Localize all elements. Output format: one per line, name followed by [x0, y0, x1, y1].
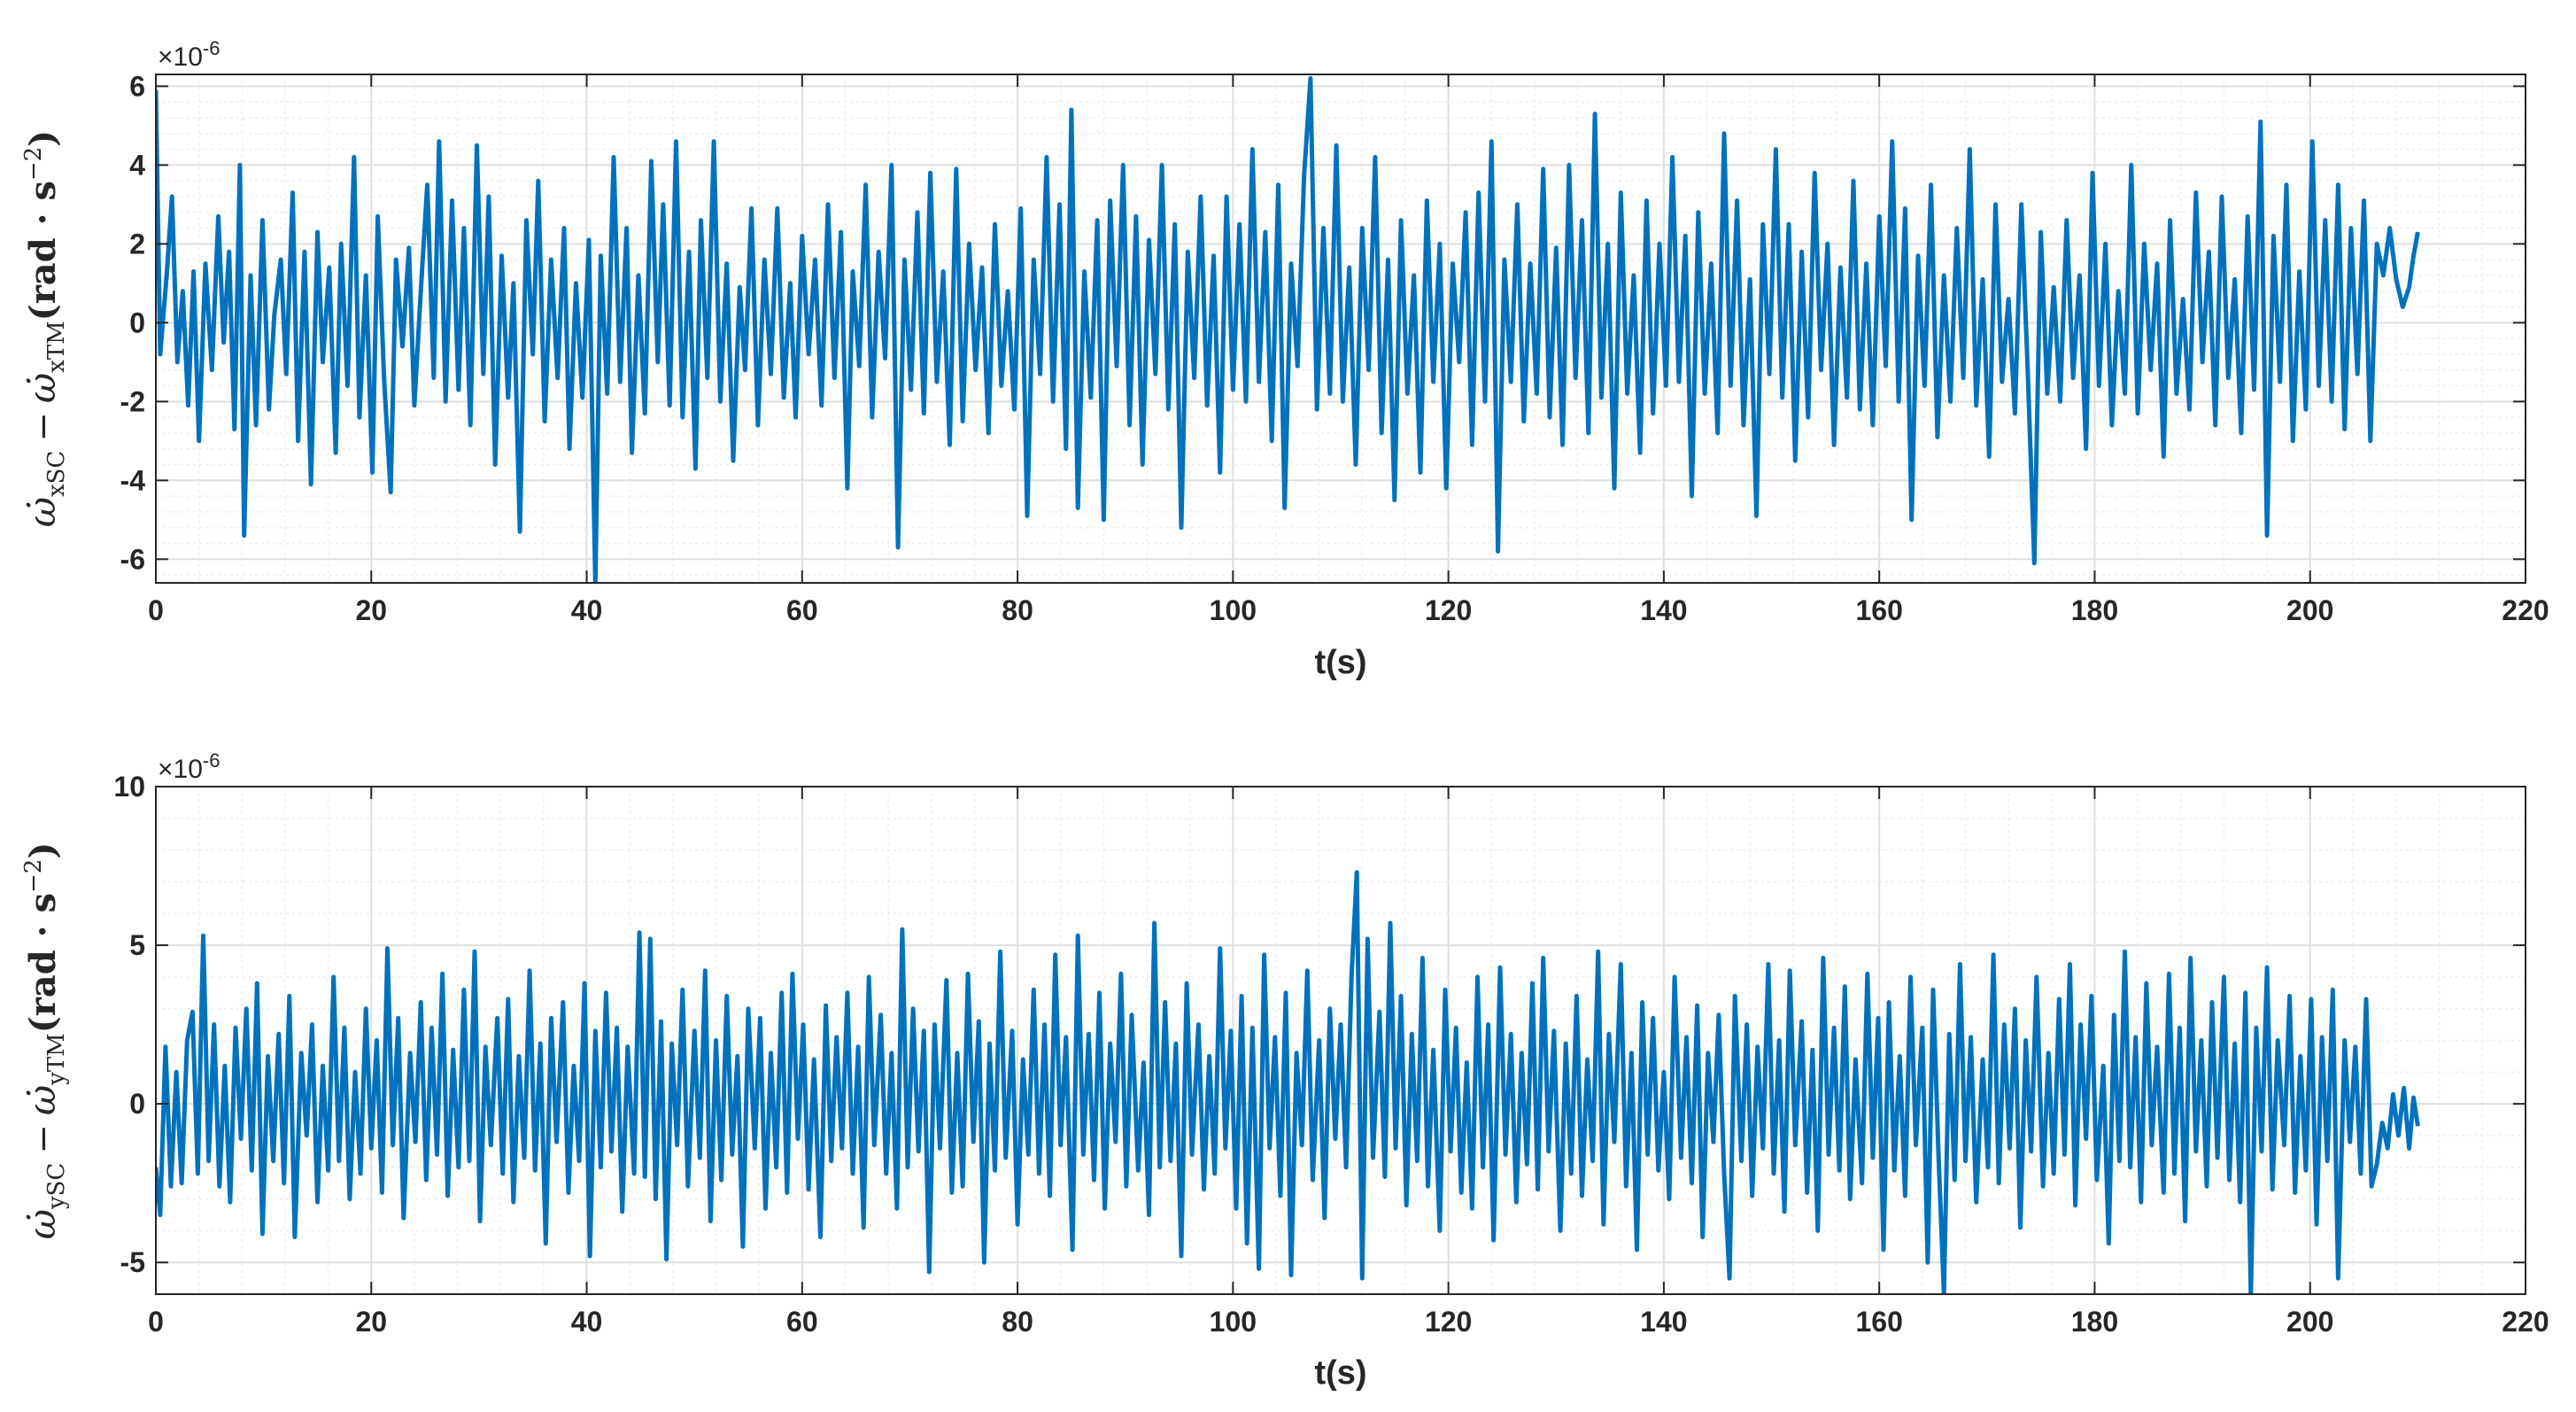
- x-tick-label: 40: [571, 1306, 603, 1338]
- y-tick-label: 4: [129, 149, 145, 181]
- x-tick-label: 200: [2286, 1306, 2333, 1338]
- x-tick-label: 180: [2071, 1306, 2118, 1338]
- x-tick-label: 60: [786, 1306, 818, 1338]
- y-tick-label: 5: [129, 929, 145, 961]
- x-tick-label: 140: [1640, 594, 1687, 626]
- series-group: [156, 870, 2420, 1294]
- subplot-top: 0 20 40 60 80 100 120 140 160 180 200 2206420-2-4-6…: [20, 37, 2549, 681]
- series-line: [156, 870, 2420, 1294]
- ylabel-unit: (rad · s: [22, 893, 64, 1033]
- y-axis-label-bottom: ω̇ySC−ω̇yTM(rad · s−2): [20, 842, 70, 1240]
- y-tick-label: 0: [129, 306, 145, 338]
- ylabel-omega-2: ω̇: [20, 1085, 64, 1115]
- x-tick-label: 100: [1210, 1306, 1257, 1338]
- series-group: [156, 75, 2420, 583]
- x-tick-label: 100: [1210, 594, 1257, 626]
- y-tick-label: 10: [113, 771, 145, 803]
- y-multiplier-top: ×10-6: [158, 37, 220, 72]
- y-multiplier-bottom: ×10-6: [158, 749, 220, 784]
- y-tick-label: -4: [120, 464, 146, 496]
- ylabel-sub-sc: xSC: [43, 451, 70, 497]
- ylabel-omega-2: ω̇: [20, 373, 64, 403]
- ylabel-sub-sc: ySC: [43, 1163, 70, 1210]
- x-tick-label: 180: [2071, 594, 2118, 626]
- y-axis-label-top: ω̇xSC−ω̇xTM(rad · s−2): [20, 130, 70, 527]
- y-tick-label: -2: [120, 385, 145, 417]
- ylabel-unit-exp: −2: [20, 147, 47, 181]
- ylabel-unit: (rad · s: [22, 181, 64, 321]
- series-line: [156, 75, 2420, 583]
- x-tick-label: 0: [148, 594, 164, 626]
- x-tick-label: 40: [571, 594, 603, 626]
- x-tick-label: 120: [1425, 594, 1472, 626]
- ylabel-close: ): [22, 130, 64, 147]
- y-tick-label: -6: [120, 543, 145, 575]
- svg-text:ω̇ySC−ω̇yTM(rad · s−2): ω̇ySC−ω̇yTM(rad · s−2): [20, 842, 70, 1240]
- x-tick-label: 80: [1002, 594, 1033, 626]
- y-tick-label: -5: [120, 1246, 145, 1278]
- axes-box: [155, 786, 2526, 1295]
- x-tick-label: 220: [2502, 1306, 2549, 1338]
- y-tick-label: 0: [129, 1088, 145, 1120]
- x-tick-label: 80: [1002, 1306, 1033, 1338]
- x-tick-label: 160: [1855, 1306, 1902, 1338]
- x-tick-label: 220: [2502, 594, 2549, 626]
- x-tick-label: 200: [2286, 594, 2333, 626]
- y-tick-label: 6: [129, 70, 145, 102]
- x-tick-label: 0: [148, 1306, 164, 1338]
- svg-text:ω̇xSC−ω̇xTM(rad · s−2): ω̇xSC−ω̇xTM(rad · s−2): [20, 130, 70, 527]
- ylabel-sub-tm: yTM: [43, 1033, 70, 1086]
- ylabel-sub-tm: xTM: [43, 321, 70, 373]
- ylabel-omega: ω̇: [20, 1209, 64, 1239]
- ylabel-omega: ω̇: [20, 497, 64, 527]
- y-tick-label: 2: [129, 228, 145, 260]
- x-tick-label: 60: [786, 594, 818, 626]
- x-tick-label: 120: [1425, 1306, 1472, 1338]
- x-tick-label: 140: [1640, 1306, 1687, 1338]
- x-axis-label-top: t(s): [1314, 644, 1366, 681]
- x-tick-label: 20: [355, 594, 387, 626]
- ylabel-unit-exp: −2: [20, 859, 47, 893]
- x-tick-label: 20: [355, 1306, 387, 1338]
- ylabel-close: ): [22, 842, 64, 859]
- ylabel-minus: −: [23, 1124, 64, 1154]
- axes-box: [155, 74, 2526, 584]
- x-tick-label: 160: [1855, 594, 1902, 626]
- x-axis-label-bottom: t(s): [1314, 1354, 1366, 1392]
- ylabel-minus: −: [23, 412, 64, 442]
